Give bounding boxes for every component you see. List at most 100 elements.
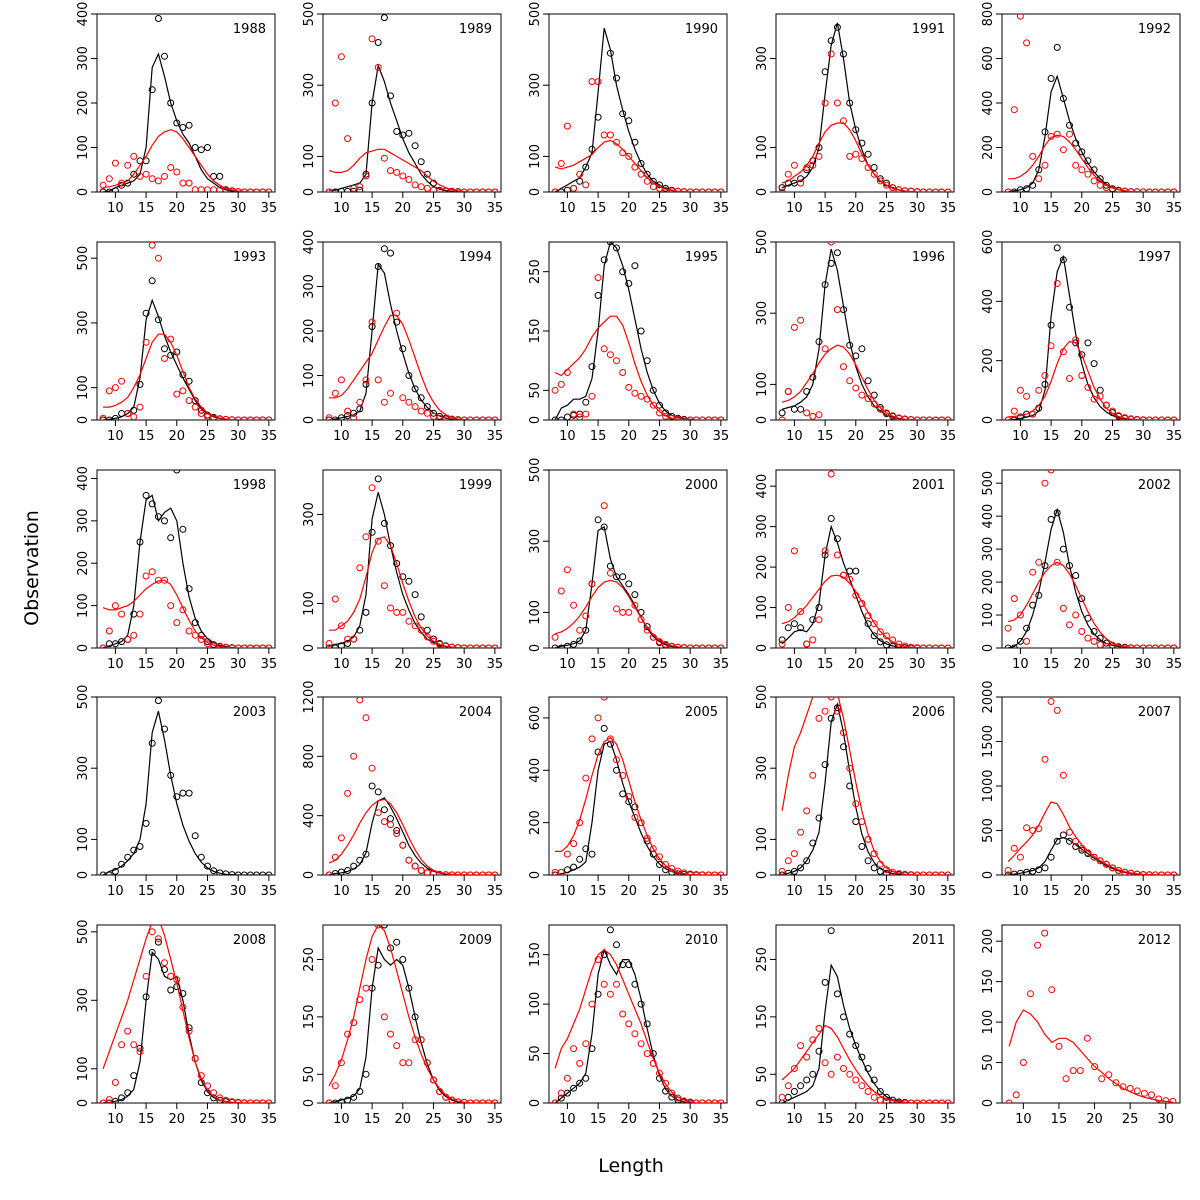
plot-frame <box>1001 241 1181 421</box>
red-observation-point <box>1029 152 1037 160</box>
red-observation-point <box>118 179 126 187</box>
y-axis-title: Observation <box>21 510 43 626</box>
x-tick-label: 10 <box>786 657 803 672</box>
red-observation-point <box>167 602 175 610</box>
y-tick-label: 300 <box>755 46 770 71</box>
red-observation-point <box>576 170 584 178</box>
black-observation-point <box>1023 624 1031 632</box>
plot-frame <box>322 696 502 876</box>
red-observation-point <box>1076 1067 1084 1075</box>
panel-1988: 10 15 20 25 30 35 0 100 200 300 400 1988 <box>76 2 277 216</box>
black-observation-point <box>1053 509 1061 517</box>
red-observation-point <box>253 644 261 648</box>
red-observation-point <box>557 868 565 875</box>
x-tick-label: 15 <box>817 657 834 672</box>
black-observation-point <box>1059 831 1067 839</box>
red-observation-point <box>1010 407 1018 415</box>
x-tick-label: 20 <box>1086 1112 1103 1127</box>
red-observation-point <box>717 871 725 875</box>
red-observation-point <box>582 612 590 620</box>
red-observation-point <box>1059 146 1067 154</box>
x-tick-label: 35 <box>940 884 957 899</box>
black-observation-point <box>337 868 345 875</box>
red-observation-point <box>551 386 559 394</box>
red-observation-point <box>870 170 878 178</box>
red-observation-point <box>938 644 946 648</box>
red-observation-point <box>179 387 187 395</box>
red-observation-point <box>350 184 358 192</box>
panel-year-label: 2002 <box>1138 478 1171 493</box>
red-observation-point <box>1047 342 1055 350</box>
black-observation-point <box>631 591 639 599</box>
red-observation-point <box>1115 867 1123 874</box>
red-observation-point <box>784 388 792 395</box>
x-tick-label: 25 <box>199 429 216 444</box>
y-tick-label: 400 <box>755 474 770 499</box>
red-observation-point <box>619 772 627 779</box>
red-observation-point <box>551 188 559 192</box>
x-tick-label: 25 <box>878 201 895 216</box>
black-observation-point <box>827 714 835 722</box>
black-observation-point <box>563 866 571 874</box>
red-observation-point <box>576 819 584 827</box>
x-tick-label: 10 <box>1012 201 1029 216</box>
red-observation-point <box>790 850 798 858</box>
panel-1994: 10 15 20 25 30 35 0 100 200 300 400 1994 <box>302 230 503 444</box>
black-observation-point <box>551 871 559 875</box>
red-observation-point <box>197 636 205 643</box>
red-observation-point <box>840 117 847 125</box>
x-tick-label: 35 <box>940 201 957 216</box>
black-observation-point <box>356 1088 364 1095</box>
red-observation-point <box>827 470 835 478</box>
red-observation-point <box>111 159 119 167</box>
red-observation-point <box>889 412 897 420</box>
red-observation-point <box>711 188 719 192</box>
red-observation-point <box>1027 990 1034 998</box>
red-observation-point <box>460 871 468 875</box>
black-observation-point <box>613 244 620 252</box>
black-observation-point <box>852 352 860 360</box>
black-observation-point <box>870 1076 878 1084</box>
y-tick-label: 100 <box>302 591 317 616</box>
x-tick-label: 10 <box>107 657 124 672</box>
black-observation-point <box>1010 188 1018 192</box>
red-observation-point <box>1105 1071 1113 1079</box>
series-group <box>551 502 725 648</box>
black-observation-point <box>846 782 854 790</box>
black-observation-point <box>154 938 162 946</box>
plot-frame <box>775 13 955 193</box>
red-observation-point <box>130 152 138 160</box>
red-observation-point <box>588 392 596 400</box>
red-observation-point <box>625 793 633 800</box>
black-observation-point <box>105 416 113 420</box>
black-observation-point <box>105 1099 113 1103</box>
x-tick-label: 25 <box>199 657 216 672</box>
black-observation-point <box>852 818 860 826</box>
red-observation-point <box>717 1099 725 1103</box>
red-observation-point <box>1029 568 1037 576</box>
red-observation-point <box>821 99 829 107</box>
x-tick-label: 20 <box>395 1112 412 1127</box>
y-tick-label: 100 <box>76 1056 91 1081</box>
black-observation-point <box>1090 360 1098 368</box>
panel-2009: 10 15 20 25 30 35 0 50 150 250 2009 <box>302 924 503 1127</box>
black-observation-point <box>1059 95 1067 102</box>
red-observation-point <box>387 389 394 397</box>
red-observation-point <box>325 188 333 192</box>
black-observation-point <box>246 871 254 875</box>
red-observation-point <box>259 644 267 648</box>
black-observation-point <box>1059 545 1067 553</box>
panel-year-label: 1988 <box>233 22 266 37</box>
plot-frame <box>96 696 276 876</box>
black-observation-point <box>1035 866 1043 874</box>
panel-year-label: 1998 <box>233 478 266 493</box>
red-observation-point <box>1084 849 1092 857</box>
red-observation-point <box>625 383 633 391</box>
red-observation-point <box>1053 280 1061 287</box>
red-observation-point <box>161 172 168 180</box>
red-observation-point <box>698 644 706 648</box>
x-tick-label: 20 <box>848 657 865 672</box>
plot-frame <box>548 696 728 876</box>
red-observation-point <box>778 188 786 192</box>
red-observation-point <box>588 580 596 588</box>
